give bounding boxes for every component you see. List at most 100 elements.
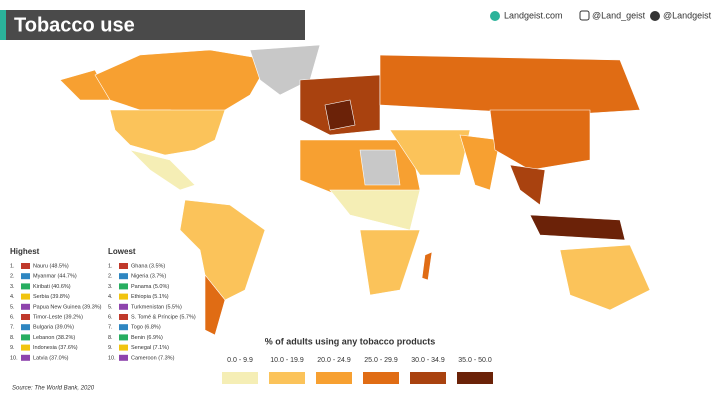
list-item: Cameroon (7.3%) (131, 355, 175, 361)
list-item: Panama (5.0%) (131, 284, 169, 290)
legend-label: 0.0 - 9.9 (227, 357, 253, 364)
list-item: Senegal (7.1%) (131, 345, 169, 351)
rankings: Highest 1. Nauru (48.5%) 2. Myanmar (44.7%) 3… (10, 247, 196, 361)
list-item: Togo (6.8%) (131, 325, 161, 331)
list-item: Ghana (3.5%) (131, 263, 165, 269)
rank: 3. (10, 284, 15, 290)
legend-swatch (363, 372, 399, 384)
source: Source: The World Bank, 2020 (12, 386, 95, 392)
country-shape (421, 251, 433, 281)
rank: 4. (108, 294, 113, 300)
country-shape (459, 134, 501, 191)
country-shape (559, 244, 651, 311)
country-shape (109, 109, 226, 156)
legend-swatch (316, 372, 352, 384)
country-shape (509, 164, 546, 206)
country-shape (359, 149, 401, 186)
list-item: Myanmar (44.7%) (33, 274, 77, 280)
legend-swatch (269, 372, 305, 384)
rank: 7. (108, 325, 113, 331)
flag (21, 293, 30, 300)
flag (21, 344, 30, 351)
flag (119, 283, 128, 290)
flag (21, 334, 30, 341)
rank: 7. (10, 325, 15, 331)
rank: 2. (108, 274, 113, 280)
legend-title: % of adults using any tobacco products (265, 336, 436, 346)
list-item: Ethiopia (5.1%) (131, 294, 169, 300)
flag (119, 354, 128, 361)
list-item: Benin (6.9%) (131, 335, 163, 341)
country-shape (324, 99, 356, 131)
legend-label: 30.0 - 34.9 (411, 357, 445, 364)
legend-swatch (410, 372, 446, 384)
legend-swatch (457, 372, 493, 384)
country-shape (529, 214, 626, 241)
list-item: Indonesia (37.6%) (33, 345, 78, 351)
country-shape (129, 149, 196, 191)
legend-label: 20.0 - 24.9 (317, 357, 351, 364)
site: Landgeist.com (504, 10, 563, 20)
list-item: Papua New Guinea (39.3%) (33, 304, 102, 310)
flag (21, 354, 30, 361)
world-map (59, 44, 651, 336)
flag (21, 283, 30, 290)
rank: 1. (108, 263, 113, 269)
rank: 5. (10, 304, 15, 310)
list-item: Kiribati (40.6%) (33, 284, 71, 290)
flag (119, 324, 128, 331)
list-heading: Highest (10, 247, 40, 256)
twitter-icon (650, 11, 660, 21)
country-shape (359, 229, 421, 296)
flag (21, 324, 30, 331)
title-accent (0, 10, 6, 40)
rank: 8. (10, 335, 15, 341)
flag (119, 314, 128, 320)
country-shape (389, 129, 471, 176)
legend-label: 25.0 - 29.9 (364, 357, 398, 364)
site-icon (490, 11, 500, 21)
list-item: Lebanon (38.2%) (33, 335, 75, 341)
country-shape (489, 109, 591, 171)
legend-label: 35.0 - 50.0 (458, 357, 492, 364)
twitter: @Landgeist (663, 10, 712, 20)
list-item: Nigeria (3.7%) (131, 274, 166, 280)
list-item: Timor-Leste (39.2%) (33, 314, 83, 320)
list-item: Nauru (48.5%) (33, 263, 69, 269)
rank: 9. (108, 345, 113, 351)
rank: 10. (10, 355, 18, 361)
flag (21, 273, 30, 280)
flag (119, 334, 128, 341)
flag (119, 344, 128, 351)
country-shape (204, 274, 226, 336)
rank: 6. (108, 314, 113, 320)
legend-swatch (222, 372, 258, 384)
rank: 1. (10, 263, 15, 269)
rank: 3. (108, 284, 113, 290)
rank: 5. (108, 304, 113, 310)
rank: 2. (10, 274, 15, 280)
instagram: @Land_geist (592, 10, 646, 20)
flag (119, 293, 128, 300)
country-shape (379, 54, 641, 116)
legend-label: 10.0 - 19.9 (270, 357, 304, 364)
list-item: S. Tomé & Príncipe (5.7%) (131, 314, 196, 320)
legend: % of adults using any tobacco products 0.… (222, 336, 493, 384)
flag (119, 303, 128, 310)
flag (119, 273, 128, 280)
flag (21, 303, 30, 310)
rank: 9. (10, 345, 15, 351)
title-bar (0, 10, 305, 40)
rank: 8. (108, 335, 113, 341)
list-heading: Lowest (108, 247, 136, 256)
rank: 6. (10, 314, 15, 320)
instagram-icon (579, 10, 590, 21)
list-item: Bulgaria (39.0%) (33, 325, 74, 331)
flag (119, 263, 128, 269)
flag (21, 263, 30, 269)
list-item: Serbia (39.8%) (33, 294, 70, 300)
rank: 4. (10, 294, 15, 300)
list-item: Latvia (37.0%) (33, 355, 69, 361)
title: Tobacco use (14, 14, 135, 36)
